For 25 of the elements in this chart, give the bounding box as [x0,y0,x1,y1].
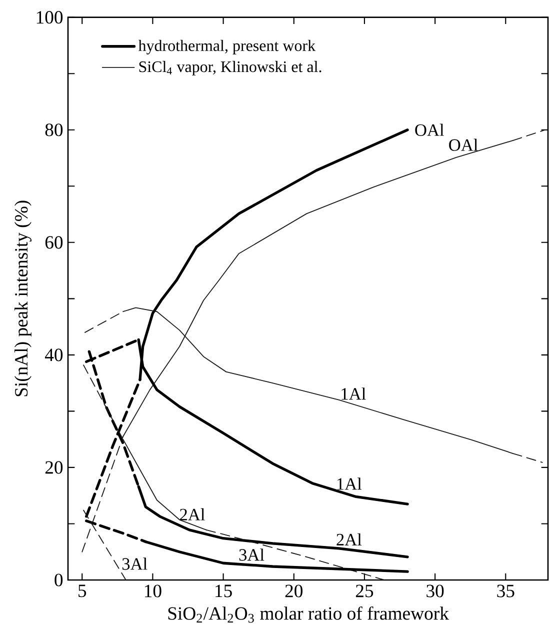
legend-label: SiCl$_{4}$ vapor, Klinowski et al. [139,60,322,76]
annotation: OAl [449,138,478,151]
y-axis-title: Si(nAl) peak intensity (%) [14,200,32,396]
annotation: 3Al [122,558,148,570]
x-tick-label: 20 [285,584,302,598]
annotation: OAl [415,124,444,136]
annotation: 2Al [336,533,362,546]
x-tick-label: 30 [426,584,444,598]
y-tick-label: 80 [45,124,63,136]
y-tick-label: 20 [45,461,63,474]
annotation: 2Al [180,508,205,520]
annotation: 1Al [342,388,366,400]
y-tick-label: 40 [44,348,63,362]
x-axis-title: SiO$_{2}$/Al$_{2}$O$_{3}$ molar ratio of framework [168,606,449,623]
y-tick-label: 100 [36,11,63,24]
legend-label: hydrothermal, present work [138,40,316,54]
y-tick-label: 0 [54,574,63,586]
x-tick-label: 25 [356,584,374,598]
y-tick-label: 60 [45,236,63,249]
x-tick-label: 5 [78,584,86,598]
x-tick-label: 10 [145,584,162,598]
annotation: 3Al [239,548,264,561]
x-tick-label: 35 [497,584,514,598]
x-tick-label: 15 [216,584,232,598]
annotation: 1Al [337,478,362,490]
